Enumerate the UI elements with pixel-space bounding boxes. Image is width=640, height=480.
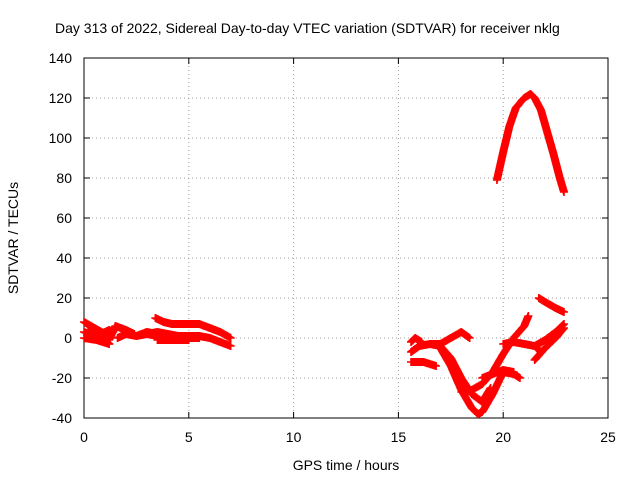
x-tick-label: 20 (495, 429, 511, 445)
axis-ticks: 0 5 10 15 20 25 -40 -20 0 20 40 60 80 100 120 140 (49, 50, 616, 445)
x-tick-label: 0 (80, 429, 88, 445)
data-track (530, 320, 568, 350)
plus-marker-track (151, 314, 235, 342)
grid-lines (84, 58, 608, 418)
y-axis-label: SDTVAR / TECUs (5, 182, 21, 294)
chart-title: Day 313 of 2022, Sidereal Day-to-day VTE… (55, 20, 560, 36)
data-track (407, 334, 426, 346)
y-tick-label: -20 (52, 370, 72, 386)
y-tick-label: -40 (52, 410, 72, 426)
data-track (530, 324, 568, 364)
x-axis-label: GPS time / hours (293, 457, 400, 473)
y-tick-label: 40 (56, 250, 72, 266)
data-track (425, 340, 495, 406)
data-track (407, 358, 441, 370)
plot-frame (83, 57, 609, 419)
data-track (153, 336, 193, 344)
y-tick-label: 120 (49, 90, 73, 106)
data-track (534, 294, 568, 316)
plus-marker-track (530, 324, 568, 364)
x-tick-label: 15 (391, 429, 407, 445)
y-tick-label: 80 (56, 170, 72, 186)
data-points (80, 90, 568, 418)
y-tick-label: 100 (49, 130, 73, 146)
y-tick-label: 20 (56, 290, 72, 306)
y-tick-label: 0 (64, 330, 72, 346)
data-track (80, 334, 114, 348)
x-tick-label: 5 (185, 429, 193, 445)
plus-marker-track (153, 336, 193, 344)
plus-marker-track (478, 366, 518, 382)
x-tick-label: 10 (286, 429, 302, 445)
y-tick-label: 140 (49, 50, 73, 66)
x-tick-label: 25 (600, 429, 616, 445)
plus-marker-track (80, 334, 114, 348)
data-track (151, 314, 235, 342)
data-track (478, 366, 518, 382)
plus-marker-track (425, 340, 495, 406)
plus-marker-track (407, 334, 426, 346)
y-tick-label: 60 (56, 210, 72, 226)
plus-marker-track (530, 320, 568, 350)
plus-marker-track (534, 294, 568, 316)
plus-marker-track (407, 358, 441, 370)
plus-marker-track (492, 90, 568, 196)
data-track (492, 90, 568, 196)
